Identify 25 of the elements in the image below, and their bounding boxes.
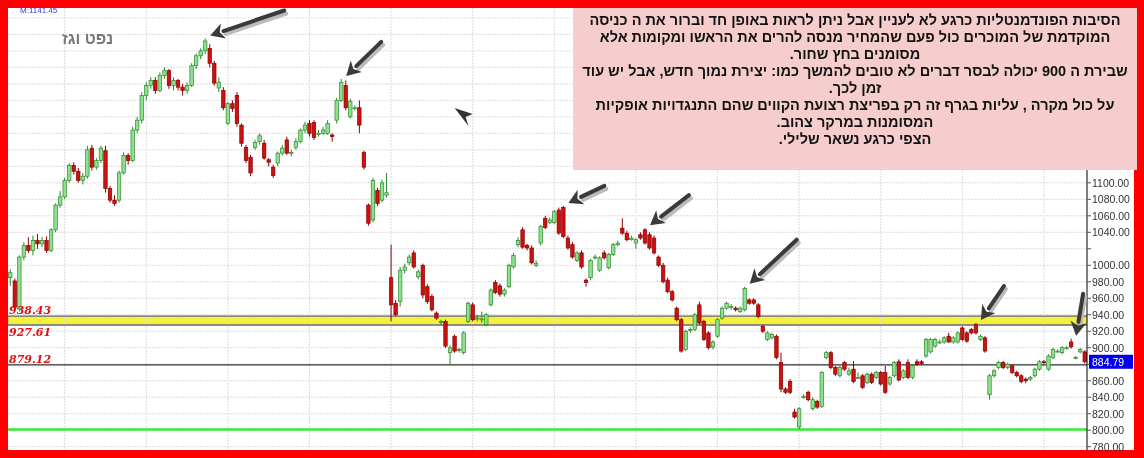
- y-tick-label: 900.00: [1092, 341, 1125, 354]
- y-tick-label: 1100.00: [1092, 176, 1130, 189]
- annotation: על כול מקרה , עליות בגרף זה רק בפריצת רצועת הקווים שהם התנגדויות אופקיות המסומנות במרקר צהוב.: [594, 97, 1116, 131]
- ref-line-label: 938.43: [9, 304, 52, 318]
- y-tick-label: 940.00: [1092, 308, 1125, 321]
- ref-line-label: 879.12: [9, 352, 52, 366]
- y-tick-label: 960.00: [1092, 292, 1125, 305]
- y-tick-label: 1060.00: [1092, 209, 1131, 222]
- annotation: שבירת ה 900 יכולה לבסר דברים לא טובים להמשך כמו: יצירת נמוך חדש, אבל יש עוד זמן לכך.: [581, 63, 1129, 97]
- annotation: הצפי כרגע נשאר שלילי.: [777, 131, 933, 148]
- y-tick-label: 1000.00: [1092, 259, 1131, 272]
- y-tick-label: 920.00: [1092, 325, 1125, 338]
- text: 884.79: [1092, 355, 1125, 368]
- y-tick-label: 1040.00: [1092, 226, 1131, 239]
- y-tick-label: 800.00: [1092, 424, 1125, 437]
- y-tick-label: 860.00: [1092, 374, 1125, 387]
- ref-line-label: 927.61: [9, 325, 52, 339]
- y-tick-label: 980.00: [1092, 275, 1125, 288]
- y-tick-label: 780.00: [1092, 440, 1125, 453]
- y-tick-label: 1080.00: [1092, 193, 1131, 206]
- y-tick-label: 820.00: [1092, 407, 1125, 420]
- annotation: M:1141.45: [20, 6, 58, 15]
- annotation: הסיבות הפונדמנטליות כרגע לא לעניין אבל ניתן לראות באופן חד וברור את ה כניסה המוקדמת של המוכרים כול פעם שהמחיר מנסה להרים את הראשו ומקומות אלא מסומנים בחץ שחור.: [588, 12, 1122, 63]
- y-tick-label: 840.00: [1092, 391, 1125, 404]
- text: נפט וגז: [62, 30, 114, 47]
